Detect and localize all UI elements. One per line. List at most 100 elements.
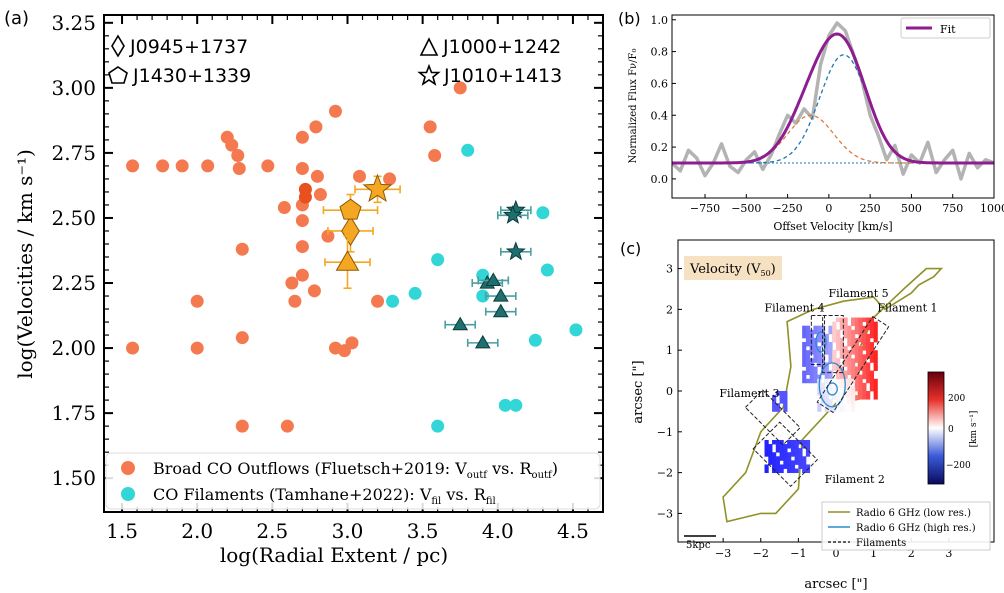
- velocity-pixel: [805, 439, 811, 445]
- velocity-pixel: [843, 362, 848, 367]
- panel-a-xlabel: log(Radial Extent / pc): [220, 543, 448, 567]
- velocity-pixel: [783, 452, 788, 457]
- velocity-pixel: [836, 370, 841, 376]
- velocity-pixel: [866, 342, 871, 347]
- velocity-pixel: [805, 370, 811, 376]
- velocity-pixel: [794, 452, 799, 457]
- velocity-pixel: [839, 354, 844, 359]
- velocity-pixel: [866, 337, 871, 343]
- velocity-pixel: [772, 452, 777, 457]
- velocity-pixel: [802, 439, 807, 445]
- outflow-point: [232, 162, 246, 176]
- velocity-pixel: [805, 337, 811, 343]
- velocity-pixel: [802, 468, 807, 474]
- velocity-pixel: [839, 378, 844, 384]
- velocity-pixel: [824, 395, 829, 400]
- filament-point: [498, 398, 512, 412]
- velocity-pixel: [802, 374, 807, 380]
- velocity-pixel: [866, 391, 871, 396]
- filament-point: [386, 294, 400, 308]
- radio-high-res-contour: [818, 362, 846, 408]
- legend-label-high-res: Radio 6 GHz (high res.): [856, 523, 976, 534]
- velocity-pixel: [843, 321, 848, 327]
- velocity-pixel: [809, 342, 814, 347]
- outflow-point: [201, 159, 215, 173]
- legend-label-filaments: Filaments: [856, 538, 906, 549]
- outflow-point: [295, 214, 309, 228]
- velocity-pixel: [813, 366, 818, 371]
- velocity-pixel: [817, 374, 822, 380]
- velocity-pixel: [873, 321, 878, 327]
- velocity-pixel: [783, 448, 788, 453]
- velocity-pixel: [854, 382, 859, 388]
- velocity-pixel: [851, 358, 856, 363]
- velocity-pixel: [869, 370, 875, 376]
- velocity-pixel: [862, 333, 867, 339]
- velocity-pixel: [775, 391, 780, 396]
- panel-b-legend-box: [900, 17, 991, 39]
- velocity-pixel: [858, 378, 863, 384]
- velocity-pixel: [794, 456, 799, 461]
- velocity-pixel: [851, 362, 856, 367]
- velocity-pixel: [787, 439, 792, 445]
- panel-a-legend: Broad CO Outflows (Fluetsch+2019: Voutf …: [105, 452, 601, 510]
- velocity-pixel: [839, 399, 844, 404]
- velocity-pixel: [866, 350, 871, 355]
- outflow-point: [313, 188, 327, 202]
- velocity-pixel: [790, 452, 796, 457]
- velocity-pixel: [858, 374, 863, 380]
- velocity-pixel: [854, 366, 859, 371]
- velocity-pixel: [866, 395, 871, 400]
- outflow-point: [453, 81, 467, 95]
- velocity-pixel: [779, 448, 784, 453]
- velocity-pixel: [866, 346, 871, 351]
- data-spectrum-line: [672, 21, 994, 181]
- filament-point: [431, 253, 445, 267]
- diamond-icon: [111, 34, 125, 58]
- velocity-pixel: [847, 337, 852, 343]
- y-tick-label: 0.8: [651, 46, 669, 59]
- velocity-pixel: [824, 346, 829, 351]
- velocity-pixel: [824, 350, 829, 355]
- filament-box: [810, 315, 826, 365]
- velocity-pixel: [772, 468, 777, 474]
- velocity-pixel: [866, 374, 871, 380]
- velocity-pixel: [779, 395, 784, 400]
- filament-point: [408, 286, 422, 300]
- colorbar: 200 0 −200 [km s⁻¹]: [927, 371, 979, 485]
- velocity-pixel: [802, 444, 807, 449]
- velocity-pixel: [836, 333, 841, 339]
- velocity-pixel: [828, 325, 833, 331]
- velocity-pixel: [854, 374, 859, 380]
- x-tick-label: −500: [731, 202, 761, 215]
- panel-a-frame: [103, 14, 604, 513]
- velocity-pixel: [802, 460, 807, 465]
- y-tick-label: 3: [666, 263, 673, 276]
- velocity-pixel: [862, 370, 867, 376]
- panel-b-ticks: −750 −500 −250 0 250 500 750 1000 0.0 0.2 0.4 0.6 0.…: [651, 14, 1004, 215]
- velocity-pixel: [836, 346, 841, 351]
- velocity-pixel: [832, 321, 837, 327]
- velocity-pixel: [764, 464, 769, 469]
- velocity-pixel: [836, 342, 841, 347]
- velocity-pixel: [798, 448, 803, 453]
- velocity-pixel: [839, 391, 844, 396]
- velocity-pixel: [828, 374, 833, 380]
- velocity-pixel: [839, 407, 844, 412]
- velocity-pixel: [854, 378, 859, 384]
- velocity-pixel: [813, 325, 818, 331]
- velocity-pixel: [854, 358, 859, 363]
- velocity-pixel: [862, 346, 867, 351]
- filament-box: [744, 389, 801, 446]
- velocity-pixel: [869, 382, 875, 388]
- velocity-pixel: [828, 358, 833, 363]
- velocity-pixel: [851, 370, 856, 376]
- velocity-pixel: [775, 460, 780, 465]
- filament-label: Filament 3: [719, 387, 779, 400]
- velocity-pixel: [775, 464, 780, 469]
- velocity-pixel: [828, 342, 833, 347]
- velocity-pixel: [851, 395, 856, 400]
- velocity-pixel: [794, 468, 799, 474]
- velocity-pixel: [764, 468, 769, 474]
- velocity-pixel: [802, 342, 807, 347]
